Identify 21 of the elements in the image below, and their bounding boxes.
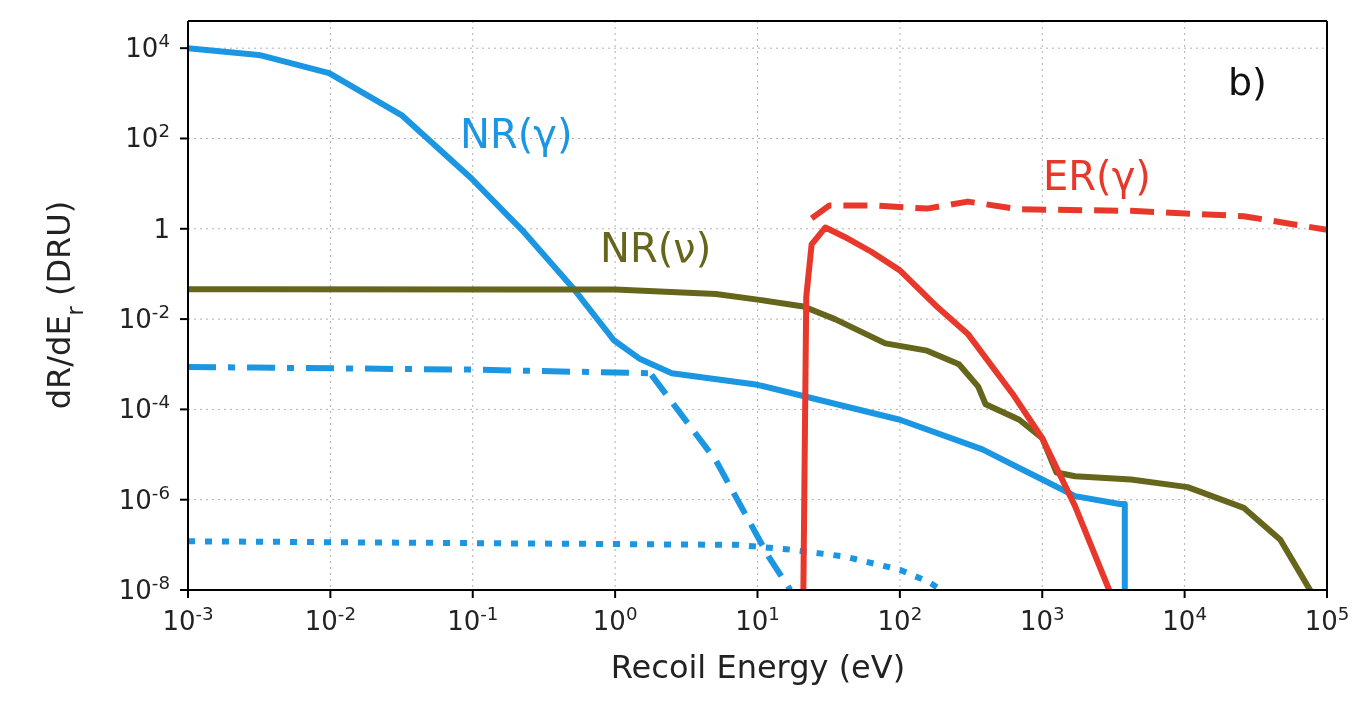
- x-tick-label: 10$^{-3}$: [162, 602, 214, 636]
- x-tick-label: 10$^{3}$: [1019, 602, 1065, 636]
- x-tick-label: 10$^{1}$: [735, 602, 780, 636]
- y-tick-label: 10$^{4}$: [125, 29, 170, 64]
- x-axis-title: Recoil Energy (eV): [610, 648, 906, 686]
- x-tick-label: 10$^{2}$: [877, 602, 923, 636]
- y-tick-label: 1: [153, 213, 170, 244]
- x-tick-label: 10$^{-1}$: [447, 602, 499, 636]
- y-tick-label: 10$^{-8}$: [118, 571, 170, 605]
- x-tick-label: 10$^{-2}$: [304, 602, 356, 636]
- series-label: NR(ν): [600, 225, 712, 271]
- y-tick-label: 10$^{-2}$: [118, 300, 170, 335]
- x-tick-label: 10$^{0}$: [592, 602, 638, 636]
- y-tick-label: 10$^{-6}$: [118, 481, 170, 515]
- y-tick-label: 10$^{-4}$: [118, 390, 170, 425]
- annotation: b): [1228, 60, 1267, 104]
- series-label: ER(γ): [1043, 153, 1151, 199]
- y-tick-label: 10$^{2}$: [125, 119, 170, 154]
- x-tick-label: 10$^{4}$: [1162, 602, 1207, 636]
- series-label: NR(γ): [460, 111, 573, 157]
- x-tick-label: 10$^{5}$: [1304, 602, 1350, 636]
